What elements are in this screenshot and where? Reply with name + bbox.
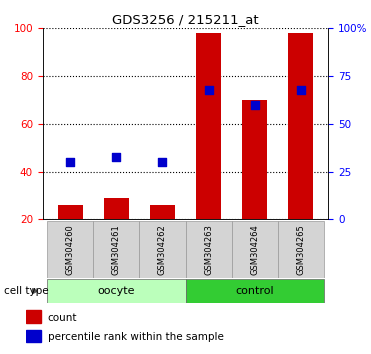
FancyBboxPatch shape bbox=[47, 279, 186, 303]
Text: GSM304263: GSM304263 bbox=[204, 224, 213, 275]
Point bbox=[252, 102, 257, 108]
Bar bbox=[288, 33, 313, 219]
Bar bbox=[26, 330, 41, 342]
Bar bbox=[104, 198, 129, 219]
FancyBboxPatch shape bbox=[232, 221, 278, 278]
Text: GSM304262: GSM304262 bbox=[158, 224, 167, 275]
Point bbox=[160, 159, 165, 165]
Point bbox=[114, 154, 119, 160]
Text: cell type: cell type bbox=[4, 286, 48, 296]
Title: GDS3256 / 215211_at: GDS3256 / 215211_at bbox=[112, 13, 259, 26]
Text: count: count bbox=[48, 313, 77, 322]
Text: GSM304264: GSM304264 bbox=[250, 224, 259, 275]
FancyBboxPatch shape bbox=[47, 221, 93, 278]
Text: control: control bbox=[235, 286, 274, 296]
Text: GSM304265: GSM304265 bbox=[296, 224, 305, 275]
Point bbox=[206, 88, 211, 93]
Text: percentile rank within the sample: percentile rank within the sample bbox=[48, 332, 224, 342]
FancyBboxPatch shape bbox=[278, 221, 324, 278]
FancyBboxPatch shape bbox=[186, 221, 232, 278]
Bar bbox=[196, 33, 221, 219]
Point bbox=[298, 88, 303, 93]
Point bbox=[68, 159, 73, 165]
Bar bbox=[242, 100, 267, 219]
Bar bbox=[26, 310, 41, 323]
FancyBboxPatch shape bbox=[186, 279, 324, 303]
FancyBboxPatch shape bbox=[139, 221, 186, 278]
Bar bbox=[150, 205, 175, 219]
Bar bbox=[58, 205, 83, 219]
Text: GSM304260: GSM304260 bbox=[66, 224, 75, 275]
FancyBboxPatch shape bbox=[93, 221, 139, 278]
Text: GSM304261: GSM304261 bbox=[112, 224, 121, 275]
Text: oocyte: oocyte bbox=[98, 286, 135, 296]
